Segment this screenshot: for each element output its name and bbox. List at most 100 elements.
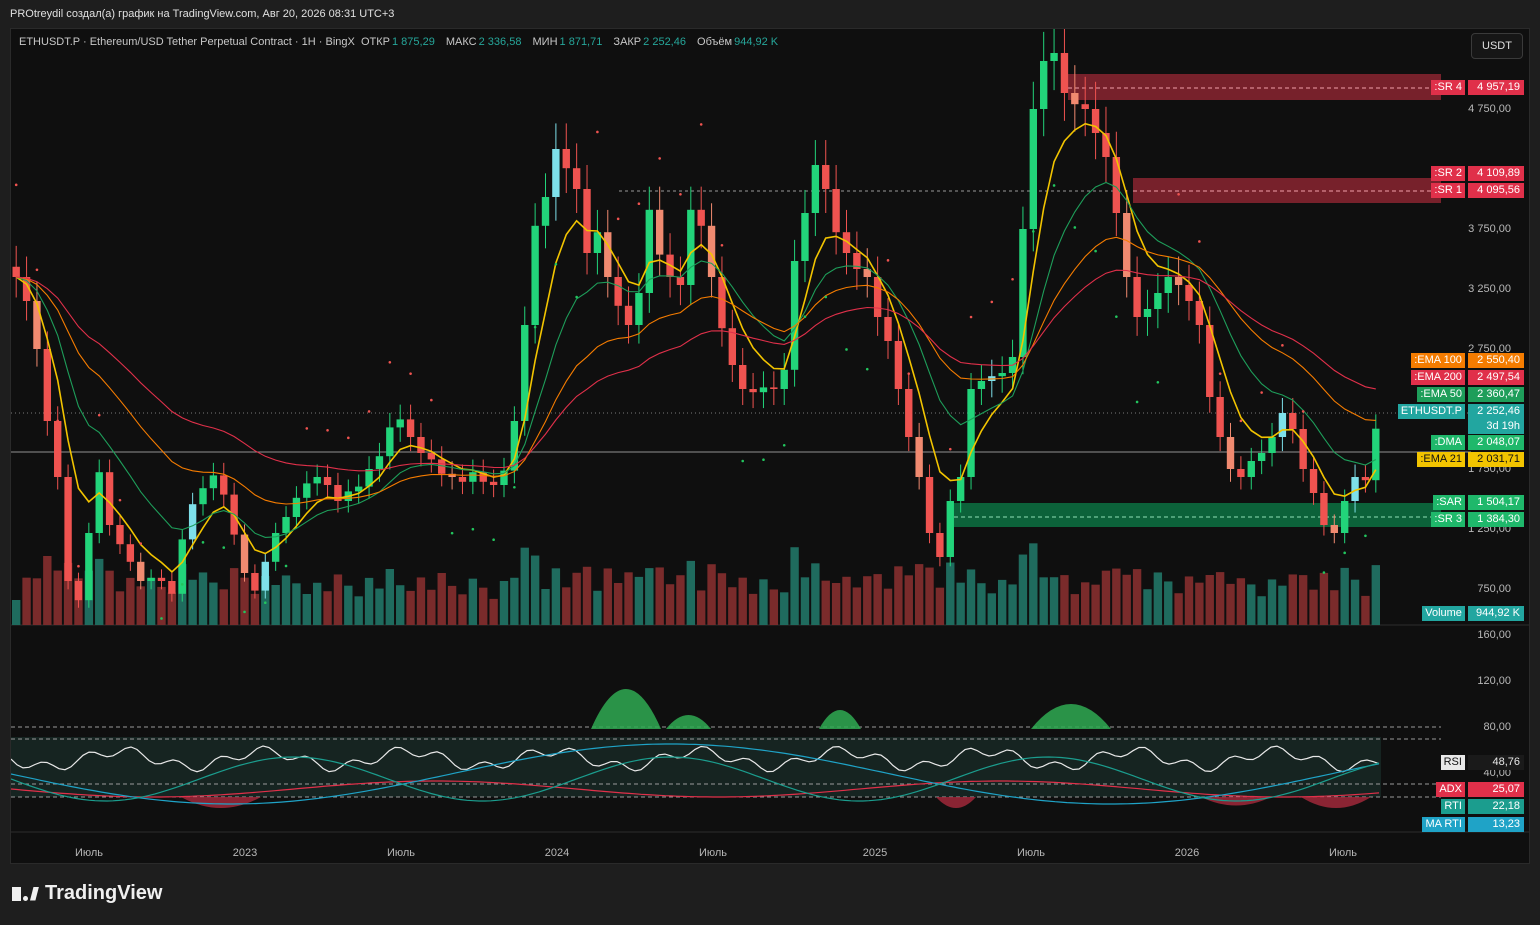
sar-dot [886,259,890,262]
candle-body [323,477,332,485]
candle-body [137,561,145,581]
candle-body [303,483,311,498]
sar-dot [720,243,724,247]
price-tag-ema200: :EMA 200 2 497,54 [1411,370,1524,385]
price-tag-value: 4 957,19 [1468,80,1524,95]
osc-axis-label: 160,00 [1477,629,1511,641]
candle-body [956,477,965,501]
volume-bar [396,585,405,625]
candle-body [842,232,851,253]
volume-bar [728,587,737,625]
candle-body [313,477,321,484]
candle-body [915,437,923,477]
candle-body [406,419,415,437]
volume-bar [1101,570,1111,625]
volume-bar [209,582,218,625]
sar-dot [284,564,288,568]
volume-bar [1164,581,1173,625]
volume-bar [447,585,457,625]
candle-body [261,561,269,591]
candle-body [697,209,705,226]
volume-bar [427,589,436,625]
volume-bar [375,588,384,625]
volume-bar [510,577,519,625]
volume-bar [1226,583,1235,625]
sar-dot [77,564,80,568]
volume-bar [1184,576,1194,625]
sar-dot [409,372,412,375]
candle-body [905,389,913,437]
sr3-zone [954,503,1441,527]
volume-bar [1236,578,1246,625]
volume-bar [1132,569,1142,625]
volume-bar [344,585,353,625]
sar-dot [1011,277,1014,281]
adx-line [11,780,1380,798]
candle-body [1060,53,1069,93]
volume-bar [499,581,509,625]
price-tag-volume: Volume 944,92 K [1422,606,1524,621]
price-tag-name: :EMA 21 [1417,452,1465,467]
candle-body [998,373,1006,377]
candle-body [355,486,363,492]
price-tag-ethusdtp: ETHUSDT.P 2 252,46 [1397,404,1524,419]
volume-bar [406,590,415,625]
volume-bar [748,593,758,625]
countdown-value: 3d 19h [1468,419,1524,434]
low-value: 1 871,71 [559,36,603,48]
volume-value: 944,92 K [734,36,779,48]
candle-body [43,349,52,421]
candle-body [188,504,197,540]
candle-body [168,581,176,594]
time-axis-label: 2024 [545,847,569,859]
candle-body [1289,413,1297,429]
sar-dot [367,410,371,413]
chart-panel[interactable]: 4 750,00 3 750,00 3 250,00 2 750,00 1 750,00… [10,28,1530,864]
sar-dot [969,315,973,319]
high-label: МАКС [445,36,477,48]
chart-author-header: PROtreydil создал(а) график на TradingVi… [10,8,395,20]
volume-bar [12,600,21,625]
price-tag-sr1: :SR 1 4 095,56 [1431,183,1524,198]
volume-bar [769,589,779,625]
osc-tag-name: RTI [1441,799,1465,814]
candle-body [894,341,903,389]
volume-bar [904,575,913,625]
candle-body [1299,429,1307,469]
sar-dot [658,157,661,160]
candle-body [209,475,218,489]
sar-dot [14,183,18,187]
volume-bar [292,583,301,625]
volume-bar [863,576,872,625]
tradingview-logo[interactable]: TradingView [12,882,162,905]
price-chart-svg[interactable]: 4 750,003 750,003 250,002 750,001 750,00… [11,29,1530,864]
candle-body [1372,428,1380,481]
candle-body [614,277,622,306]
volume-bar [562,587,571,625]
candle-body [624,305,633,325]
sar-dot [139,542,143,545]
candle-body [873,277,882,317]
volume-bar [624,572,633,625]
candle-body [1268,437,1276,453]
price-tag-name: :SR 2 [1431,166,1465,181]
candle-body [1185,285,1193,301]
osc-tag-name: RSI [1440,755,1465,770]
sar-dot [865,367,869,371]
candle-body [676,277,685,285]
volume-bar [831,583,841,625]
price-tag-sr2: :SR 2 4 109,89 [1431,166,1524,181]
candle-body [64,477,72,581]
osc-tag-value: 25,07 [1468,782,1524,797]
sar-dot [1198,240,1201,243]
candle-body [583,189,591,253]
candle-body [157,577,166,581]
volume-bar [686,560,695,625]
sar-dot [1281,344,1284,347]
candle-body [936,533,944,557]
price-tag-dma: :DMA 2 048,07 [1431,435,1524,450]
candle-body [853,253,861,269]
sar-dot [990,300,994,304]
sar-dot [762,458,765,461]
currency-button[interactable]: USDT [1471,33,1523,59]
